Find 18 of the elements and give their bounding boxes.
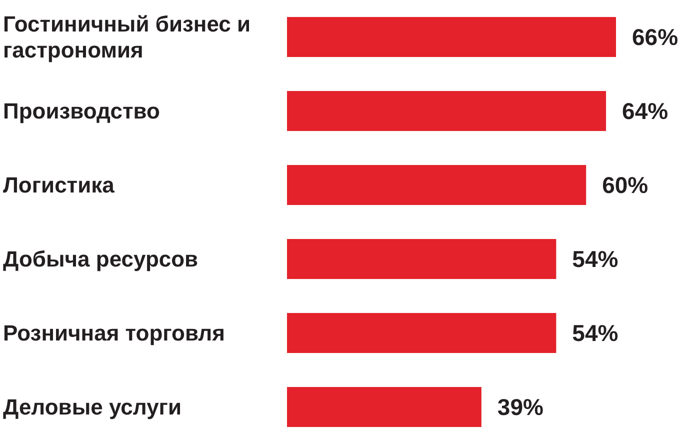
bar <box>287 91 606 131</box>
data-label: 54% <box>572 246 618 272</box>
bar <box>287 17 616 57</box>
data-label: 60% <box>602 172 648 198</box>
data-label: 54% <box>572 320 618 346</box>
y-tick-label: Производство <box>3 98 160 124</box>
data-label: 66% <box>632 24 678 50</box>
y-tick-label: Деловые услуги <box>3 394 182 420</box>
y-tick-label: Розничная торговля <box>3 320 225 346</box>
bar <box>287 239 556 279</box>
y-tick-label: Гостиничный бизнес и гастрономия <box>3 12 251 62</box>
bar <box>287 313 556 353</box>
bar <box>287 165 586 205</box>
y-tick-label: Логистика <box>3 172 116 198</box>
bar <box>287 387 482 427</box>
data-label: 64% <box>622 98 668 124</box>
y-tick-label: Добыча ресурсов <box>3 246 198 272</box>
data-label: 39% <box>497 394 544 420</box>
